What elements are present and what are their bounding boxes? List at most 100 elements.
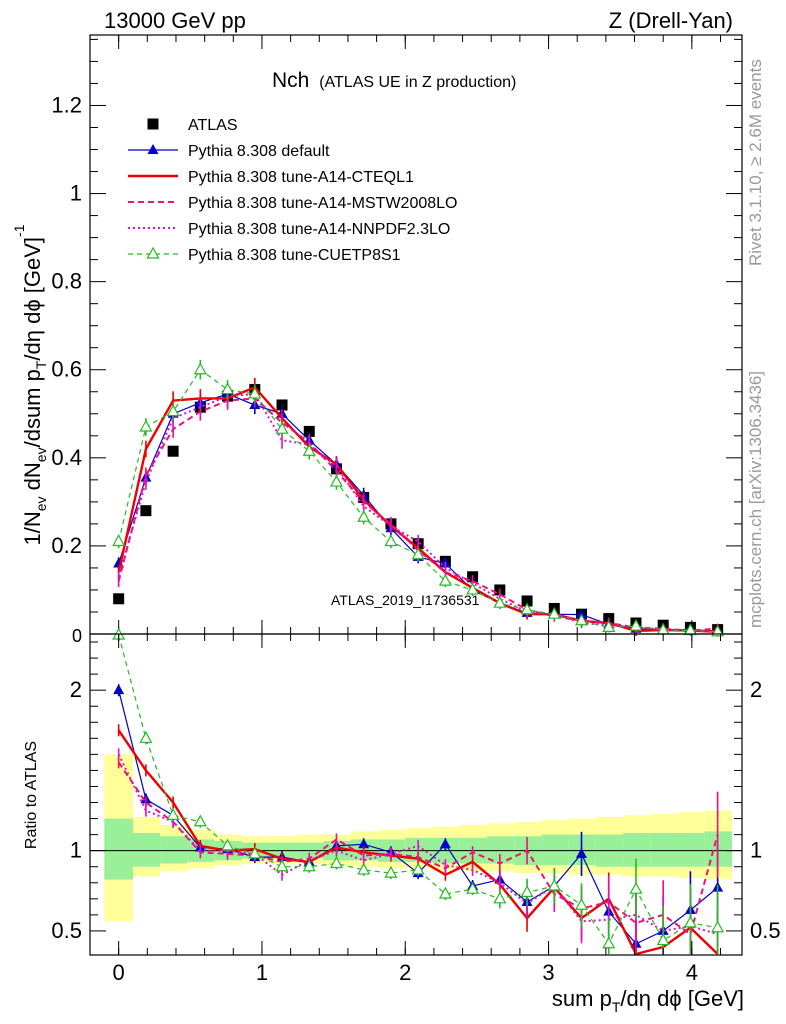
data-point [711,624,725,637]
main-panel: 0.2 0.4 0.6 0.8 1 1.2 Nch (ATLAS UE in Z prod… [11,34,743,646]
data-point [193,362,207,375]
main-y-axis-label-part: T [33,360,49,369]
main-y-zero-label: 0 [72,626,82,646]
legend-marker [147,118,159,130]
data-point [384,534,398,547]
main-y-tick-label: 1 [70,181,82,206]
ratio-data-point [520,885,534,898]
x-axis-label-part: /dη dϕ [GeV] [620,986,744,1011]
uncertainty-band-green [132,833,161,867]
data-point [302,443,316,456]
data-point [520,602,534,615]
mcplots-label: mcplots.cern.ch [arXiv:1306.3436] [746,371,765,628]
data-point [166,404,180,417]
data-point [275,421,289,434]
data-point [357,510,371,522]
main-y-tick-label: 0.4 [51,445,82,470]
header-right: Z (Drell-Yan) [609,8,733,33]
data-point [574,613,589,626]
uncertainty-band-green [104,818,133,880]
legend-marker [146,246,160,259]
ratio-data-point [574,897,589,910]
ratio-series-pythia-8-308-tune-cuetp8s1 [112,627,725,954]
main-y-tick-label: 0.6 [51,357,82,382]
data-point [139,419,153,432]
data-point [438,573,452,586]
main-ticks: 0.2 0.4 0.6 0.8 1 1.2 [51,35,742,634]
ratio-data-point [629,881,643,894]
legend-entry: Pythia 8.308 tune-A14-MSTW2008LO [128,195,457,212]
ratio-data-point [248,846,262,859]
ratio-data-point [329,856,343,869]
ratio-bands [104,754,732,922]
ratio-data-point [302,859,316,872]
x-tick-label: 4 [686,960,698,985]
ratio-data-point [711,920,725,933]
main-y-axis-label-part: -1 [11,224,27,237]
ratio-data-point [683,915,697,928]
series-line [117,392,718,633]
data-point [602,620,616,632]
data-point [411,547,425,560]
main-y-axis-label: 1/Nev dNev/dsum pT/dη dϕ [GeV]-1 [11,224,49,545]
ratio-data-point [139,731,153,743]
legend-entry: ATLAS [147,117,238,134]
series-pythia-8-308-tune-cuetp8s1 [112,359,725,637]
legend-entry: Pythia 8.308 default [128,143,330,160]
x-axis-label-part: T [612,999,621,1015]
main-y-axis-label-part: 1/N [20,511,45,545]
legend-label: Pythia 8.308 tune-A14-MSTW2008LO [188,195,457,212]
ratio-y-tick-label-right: 2 [750,677,762,702]
data-point [329,474,343,487]
main-subtitle-text: (ATLAS UE in Z production) [319,74,516,91]
ratio-y-tick-label: 2 [70,677,82,702]
ratio-data-point [275,859,289,872]
legend-entry: Pythia 8.308 tune-A14-NNPDF2.3LO [128,221,450,238]
main-y-tick-label: 0.2 [51,533,82,558]
ratio-data-point [384,865,398,878]
data-point [493,595,507,608]
ratio-series [112,627,725,956]
data-point [167,445,179,457]
ratio-data-point [221,838,235,851]
main-title: Nch (ATLAS UE in Z production) [272,69,516,92]
legend-label: Pythia 8.308 default [188,143,330,160]
main-title-text: Nch [272,69,309,92]
data-point [113,593,125,605]
x-tick-label: 3 [542,960,554,985]
data-point [521,595,533,607]
data-point [221,382,235,395]
legend-marker [147,144,159,154]
ratio-y-tick-label: 0.5 [51,918,82,943]
uncertainty-band-green [650,833,678,867]
ratio-data-point [656,933,670,946]
legend-entry: Pythia 8.308 tune-A14-CTEQL1 [128,169,414,186]
ratio-data-point [411,862,425,875]
main-y-tick-label: 1.2 [51,92,82,117]
ratio-data-point [493,891,507,904]
legend-label: Pythia 8.308 tune-CUETP8S1 [188,247,401,264]
x-tick-label: 1 [256,960,268,985]
uncertainty-band-green [160,836,188,864]
legend: ATLAS Pythia 8.308 default Pythia 8.308 tu… [128,117,457,264]
uncertainty-band-green [677,833,705,867]
uncertainty-band-green [541,834,569,866]
ratio-data-point [466,881,480,894]
ratio-data-point [358,838,370,849]
x-axis-label: sum pT/dη dϕ [GeV] [552,986,744,1015]
ratio-data-point [193,814,207,827]
ratio-data-point [547,878,561,891]
ratio-data-point [602,936,616,949]
ratio-series-line [118,634,718,945]
legend-label: Pythia 8.308 tune-A14-CTEQL1 [188,169,414,186]
ratio-data-point [357,862,371,875]
data-point [547,606,561,619]
legend-label: ATLAS [188,117,238,134]
ratio-ticks: 0.5 0.5 1 1 2 2 0 1 2 3 4 [51,634,781,985]
ratio-data-point [439,838,451,849]
ratio-data-point [576,847,588,858]
watermark: ATLAS_2019_I1736531 [331,592,480,608]
main-y-axis-label-part: ev [33,447,49,462]
main-y-axis-label-part: /dη dϕ [GeV] [20,237,45,361]
